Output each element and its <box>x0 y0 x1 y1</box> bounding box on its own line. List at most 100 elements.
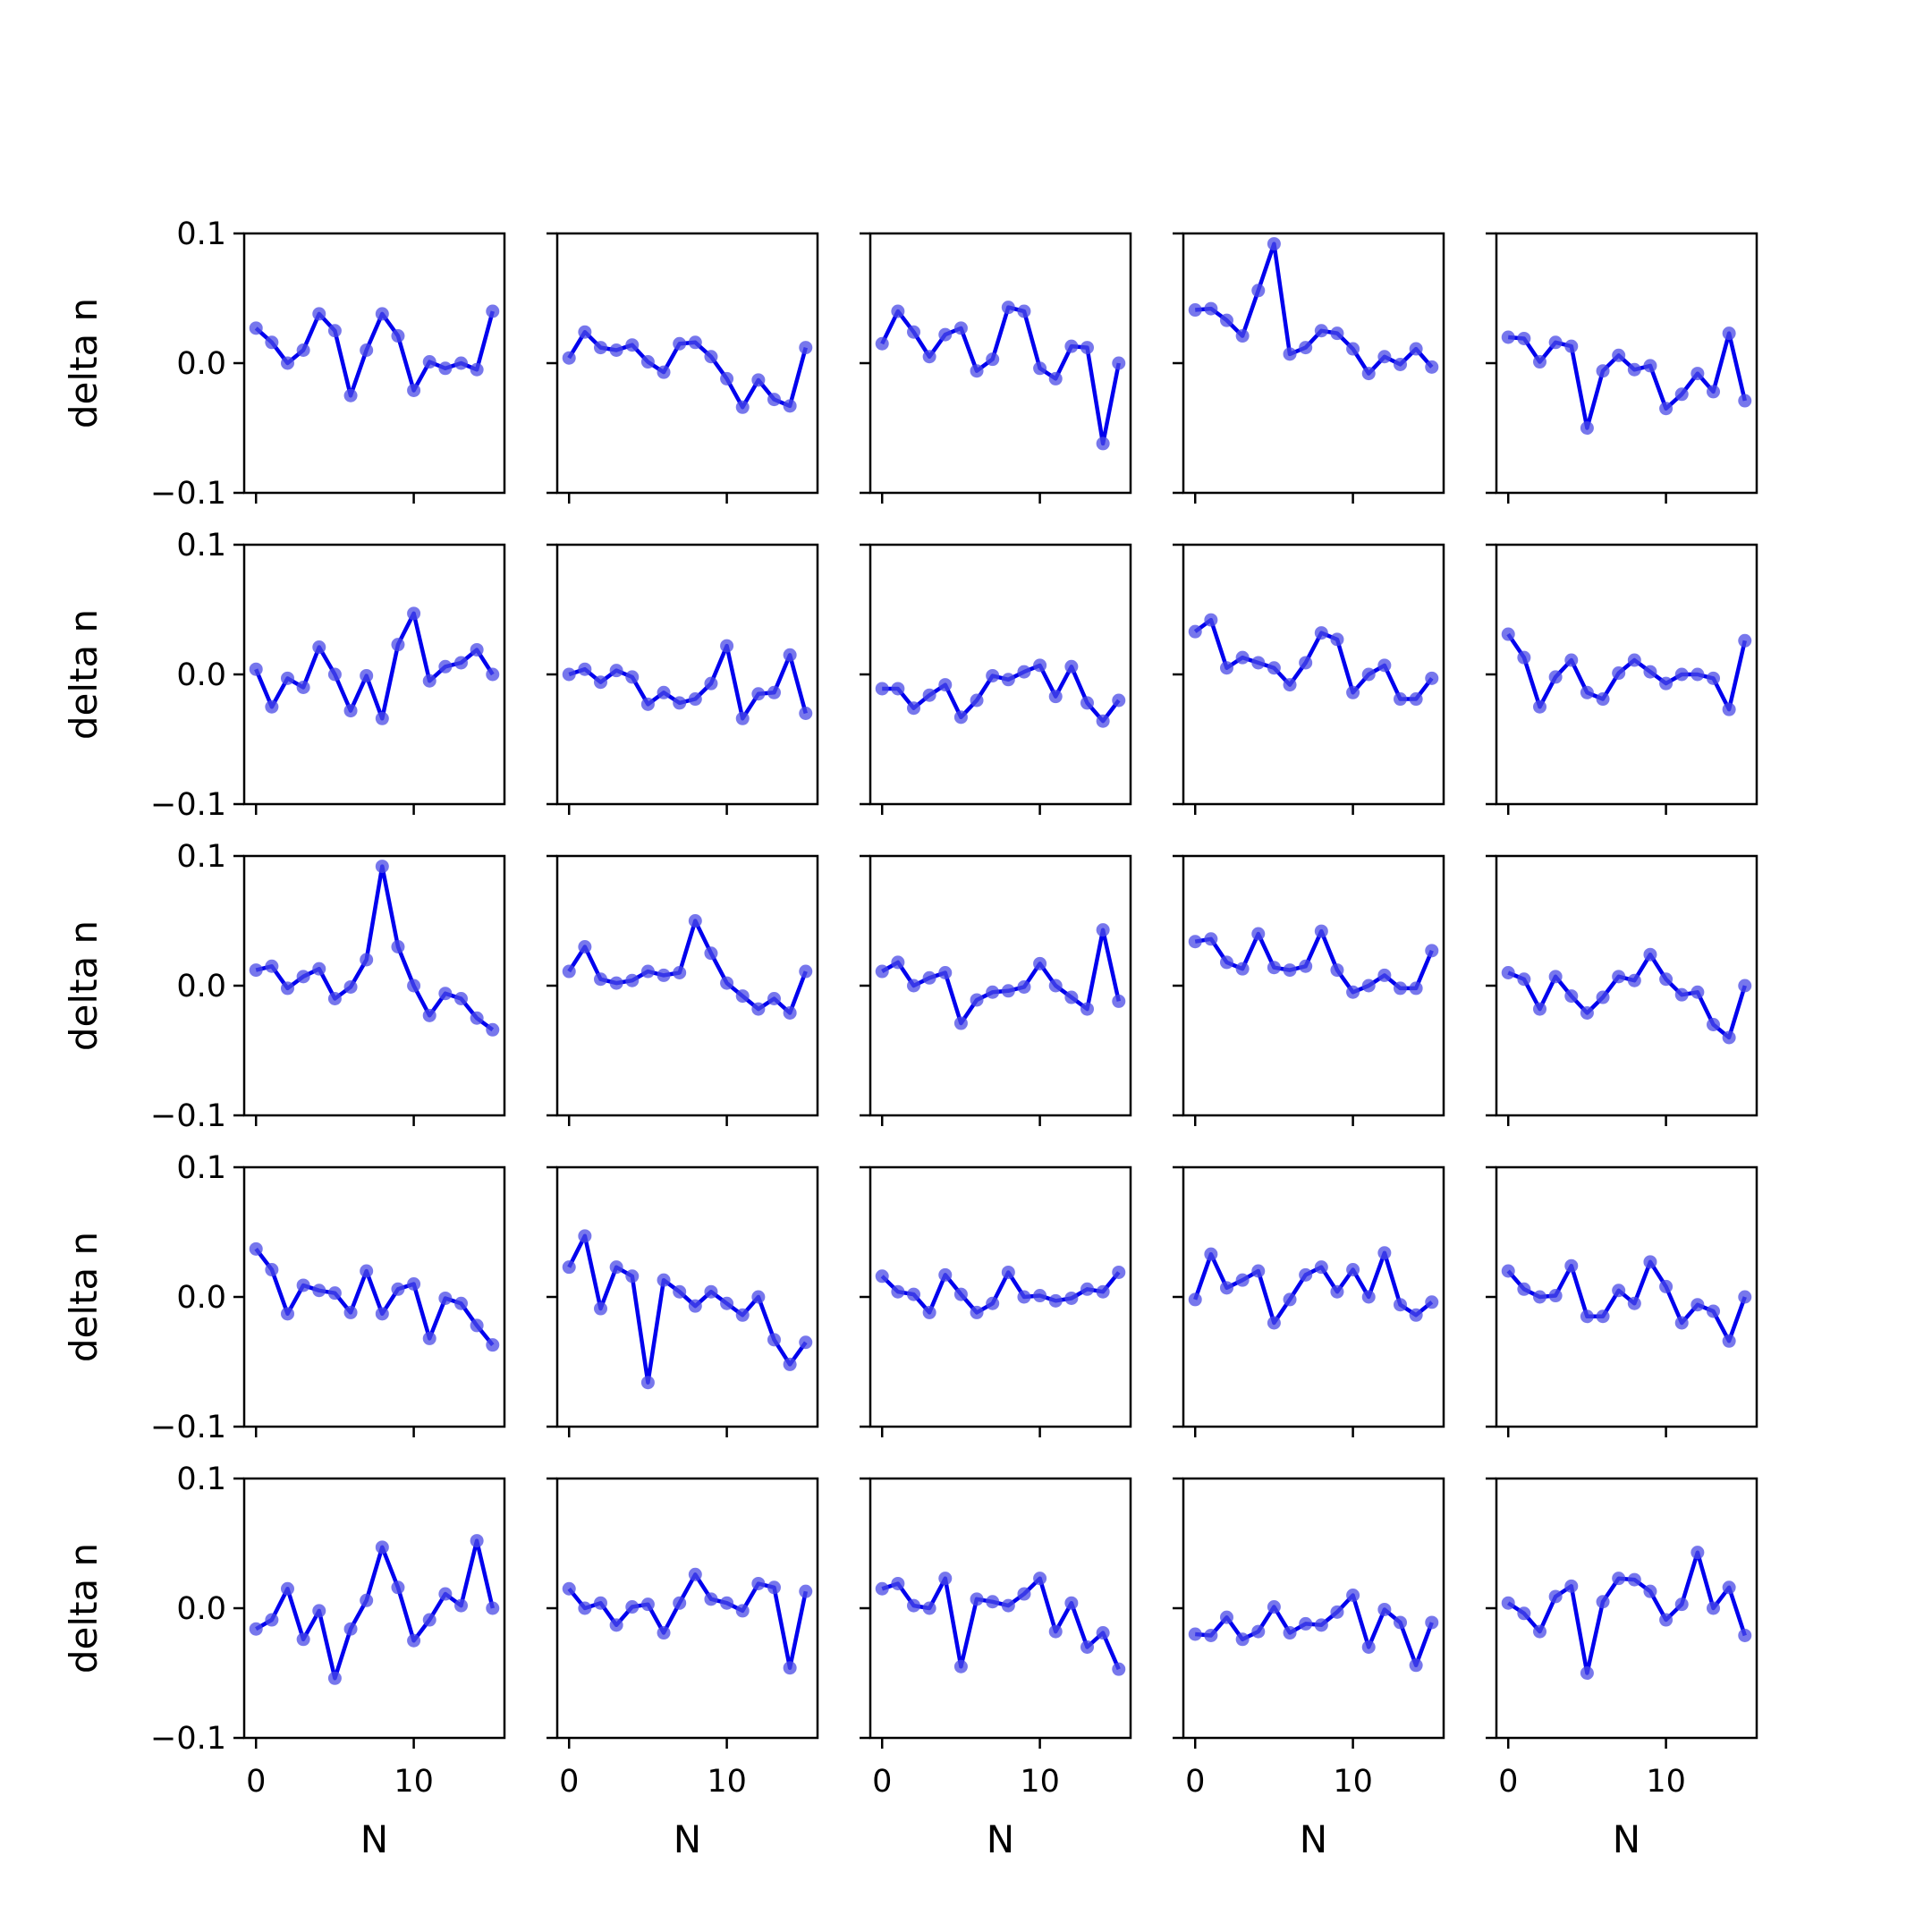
data-point <box>1738 394 1752 408</box>
data-point <box>594 1596 607 1610</box>
data-point <box>1643 1255 1657 1269</box>
data-point <box>486 304 500 318</box>
data-point <box>1361 367 1376 381</box>
data-point <box>640 964 655 979</box>
series-line <box>254 1247 495 1347</box>
data-point <box>1659 1279 1674 1293</box>
data-point <box>1548 1589 1563 1604</box>
data-point <box>1283 347 1297 361</box>
y-axis-label: delta n <box>62 1543 106 1674</box>
data-point <box>1612 666 1626 681</box>
data-point <box>986 1595 1000 1609</box>
x-tick-label: 10 <box>394 1764 434 1800</box>
data-point <box>1017 1587 1031 1601</box>
data-point <box>1080 341 1094 355</box>
data-point <box>1204 932 1218 946</box>
x-tick-label: 0 <box>1498 1764 1518 1800</box>
data-point <box>1377 1602 1392 1616</box>
data-point <box>1017 665 1031 679</box>
y-tick-label: 0.1 <box>176 216 226 252</box>
data-point <box>343 388 358 402</box>
data-point <box>1722 702 1736 716</box>
data-point <box>953 710 968 724</box>
series-line <box>881 1576 1121 1671</box>
panel-r3-c1: −0.1 0.0 0.1 delta n <box>62 839 506 1134</box>
data-point <box>391 329 405 343</box>
panel-r4-c4 <box>1173 1165 1445 1437</box>
y-tick-label: −0.1 <box>150 476 226 512</box>
data-point <box>407 383 421 397</box>
data-point <box>1425 1295 1439 1309</box>
data-point <box>1425 1615 1439 1630</box>
panel-r1-c3 <box>860 232 1132 504</box>
data-point <box>799 341 813 355</box>
data-point <box>1330 963 1344 978</box>
data-point <box>375 1540 389 1555</box>
data-point <box>1707 1304 1720 1318</box>
series-line <box>881 928 1121 1026</box>
y-tick-label: −0.1 <box>150 787 226 823</box>
data-point <box>938 327 953 342</box>
data-point <box>735 1308 750 1322</box>
data-point <box>751 1576 766 1590</box>
data-point <box>688 1567 702 1581</box>
data-point <box>1361 979 1376 993</box>
data-point <box>1674 987 1689 1002</box>
data-point <box>1112 994 1126 1008</box>
data-point <box>594 1301 607 1316</box>
data-point <box>391 940 405 953</box>
y-tick-label: 0.0 <box>176 657 226 693</box>
data-point <box>1346 1263 1360 1277</box>
data-point <box>1080 696 1094 710</box>
data-point <box>562 964 576 979</box>
data-point <box>875 682 889 696</box>
data-point <box>704 1284 718 1299</box>
data-point <box>720 1596 734 1610</box>
data-point <box>953 1659 968 1674</box>
data-point <box>953 1287 968 1301</box>
data-point <box>249 963 263 978</box>
data-point <box>1580 685 1594 699</box>
data-point <box>296 1632 310 1647</box>
data-point <box>875 1269 889 1284</box>
data-point <box>783 1357 797 1371</box>
data-point <box>312 640 326 655</box>
panel-r4-c2 <box>547 1165 819 1437</box>
data-point <box>1204 1247 1218 1261</box>
data-point <box>1112 356 1126 370</box>
panel-r5-c3: 0 10N <box>860 1477 1132 1861</box>
y-tick-label: −0.1 <box>150 1721 226 1757</box>
data-point <box>1204 1628 1218 1642</box>
panel-r1-c5 <box>1486 232 1758 504</box>
data-point <box>562 1260 576 1275</box>
data-point <box>1220 955 1233 970</box>
data-point <box>1548 970 1563 984</box>
y-tick-label: 0.0 <box>176 1280 226 1316</box>
data-point <box>1299 959 1313 973</box>
series-line <box>1194 928 1434 995</box>
data-point <box>1627 973 1641 987</box>
data-point <box>1048 979 1063 993</box>
data-point <box>1283 1626 1297 1640</box>
data-point <box>970 1592 984 1606</box>
data-point <box>1033 658 1047 673</box>
panel-r2-c1: −0.1 0.0 0.1 delta n <box>62 528 506 823</box>
data-point <box>594 341 607 355</box>
data-point <box>1048 690 1063 704</box>
data-point <box>640 1376 655 1390</box>
data-point <box>1220 1610 1233 1624</box>
data-point <box>1425 360 1439 374</box>
y-tick-label: 0.0 <box>176 969 226 1004</box>
data-point <box>1346 1589 1360 1602</box>
data-point <box>1033 361 1047 376</box>
data-point <box>454 356 468 370</box>
data-point <box>1096 714 1110 728</box>
data-point <box>343 1305 358 1319</box>
data-point <box>407 1633 421 1648</box>
y-axis-label: delta n <box>62 1232 106 1362</box>
data-point <box>1690 1298 1705 1312</box>
data-point <box>1707 1601 1720 1615</box>
data-point <box>312 1604 326 1618</box>
series-line <box>882 663 1121 724</box>
series-line <box>254 611 495 721</box>
